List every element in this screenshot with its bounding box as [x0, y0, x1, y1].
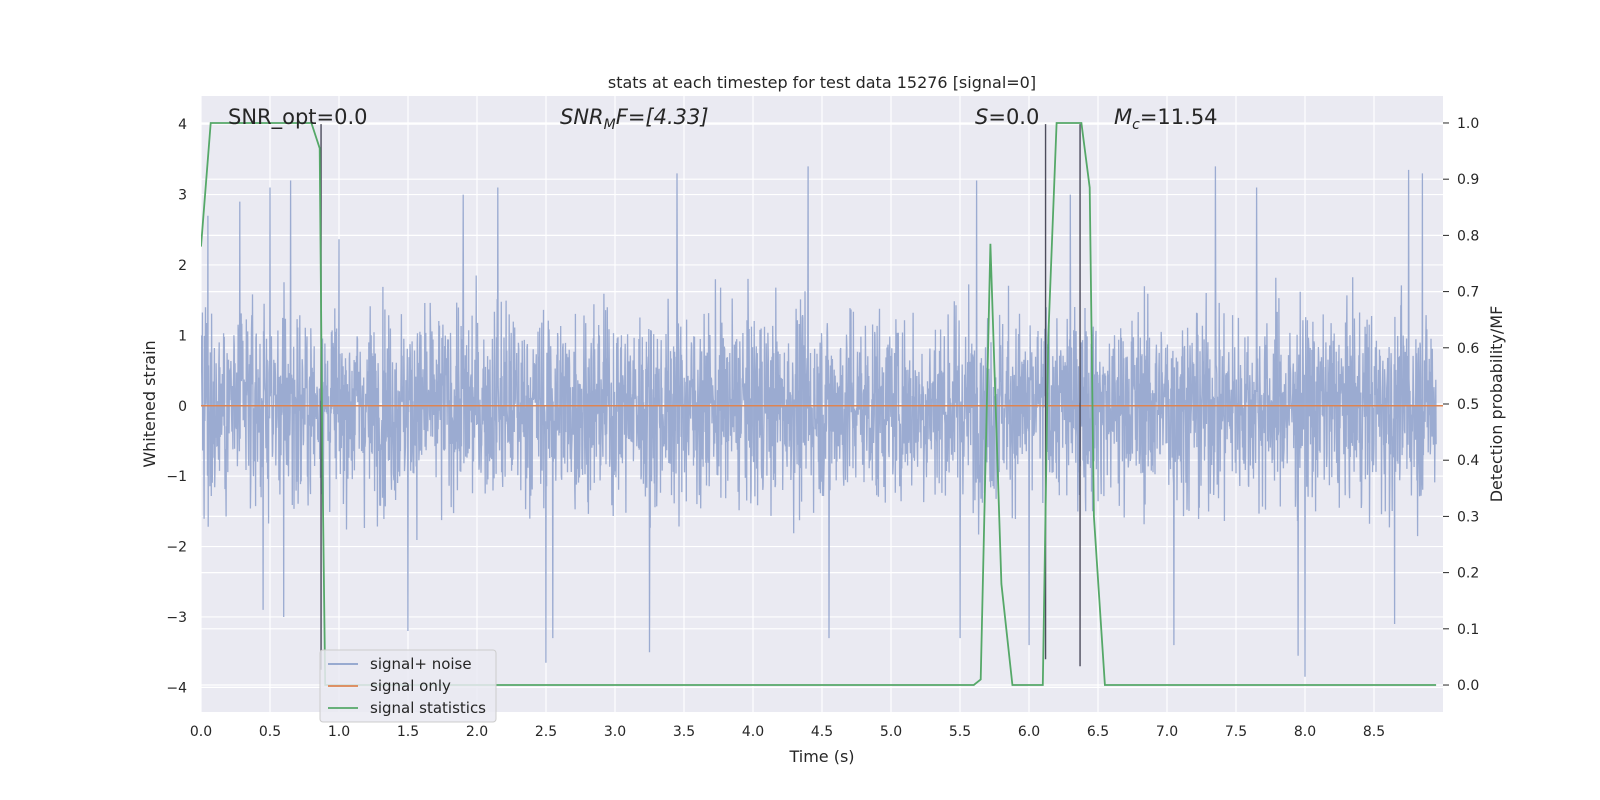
y-right-tick-label: 0.9	[1457, 172, 1479, 188]
y-right-tick-label: 0.0	[1457, 678, 1479, 694]
y-right-tick-label: 0.1	[1457, 622, 1479, 638]
y-right-tick-label: 0.2	[1457, 566, 1479, 582]
x-tick-label: 8.0	[1294, 724, 1316, 740]
x-tick-label: 0.5	[259, 724, 281, 740]
x-tick-label: 7.5	[1225, 724, 1247, 740]
y-right-tick-label: 0.4	[1457, 453, 1479, 469]
x-tick-label: 6.5	[1087, 724, 1109, 740]
x-tick-label: 7.0	[1156, 724, 1178, 740]
x-tick-label: 5.5	[949, 724, 971, 740]
chart-title: stats at each timestep for test data 152…	[608, 73, 1036, 92]
y-right-tick-label: 0.3	[1457, 509, 1479, 525]
y-tick-label: 0	[178, 399, 187, 415]
x-tick-label: 4.5	[811, 724, 833, 740]
y-tick-label: 3	[178, 188, 187, 204]
x-tick-label: 1.5	[397, 724, 419, 740]
annotation-snr-mf: SNRMF=[4.33]	[560, 105, 709, 133]
x-tick-label: 6.0	[1018, 724, 1040, 740]
x-tick-label: 2.0	[466, 724, 488, 740]
y-right-tick-label: 0.6	[1457, 341, 1479, 357]
legend: signal+ noise signal only signal statist…	[319, 649, 497, 723]
x-tick-label: 8.5	[1363, 724, 1385, 740]
annotation-mc: Mc=11.54	[1114, 105, 1218, 133]
x-tick-label: 2.5	[535, 724, 557, 740]
y-tick-label: 2	[178, 258, 187, 274]
y-tick-label: −1	[166, 469, 187, 485]
x-tick-label: 5.0	[880, 724, 902, 740]
x-tick-label: 3.5	[673, 724, 695, 740]
y-right-tick-label: 0.5	[1457, 397, 1479, 413]
series-signal-statistics	[201, 122, 1437, 686]
annotation-s: S=0.0	[975, 105, 1039, 129]
x-axis-label: Time (s)	[788, 747, 854, 766]
legend-label-signal-only: signal only	[370, 677, 451, 695]
legend-label-signal-statistics: signal statistics	[370, 699, 486, 717]
series-signal-noise	[201, 166, 1437, 677]
x-tick-label: 1.0	[328, 724, 350, 740]
y-tick-label: 4	[178, 117, 187, 133]
x-tick-label: 0.0	[190, 724, 212, 740]
x-tick-label: 3.0	[604, 724, 626, 740]
y-tick-label: −2	[166, 540, 187, 556]
x-axis-ticks: 0.0 0.5 1.0 1.5 2.0 2.5 3.0 3.5 4.0 4.5 5.0 5.5 6.0 6…	[190, 724, 1385, 740]
annotation-snr-opt: SNR_opt=0.0	[228, 105, 368, 130]
y-axis-ticks: −4 −3 −2 −1 0 1 2 3 4	[166, 117, 187, 696]
legend-label-signal-noise: signal+ noise	[370, 655, 472, 673]
x-tick-label: 4.0	[742, 724, 764, 740]
y-tick-label: −3	[166, 610, 187, 626]
y-right-tick-label: 0.8	[1457, 228, 1479, 244]
y-tick-label: −4	[166, 680, 187, 696]
y-axis-label: Whitened strain	[140, 340, 159, 467]
y-right-axis-ticks: 0.0 0.1 0.2 0.3 0.4 0.5 0.6 0.7 0.8 0.9 1.0	[1443, 116, 1479, 694]
y-right-axis-label: Detection probability/MF	[1487, 306, 1506, 503]
legend-box	[319, 649, 497, 723]
y-tick-label: 1	[178, 328, 187, 344]
y-right-tick-label: 0.7	[1457, 285, 1479, 301]
y-right-tick-label: 1.0	[1457, 116, 1479, 132]
